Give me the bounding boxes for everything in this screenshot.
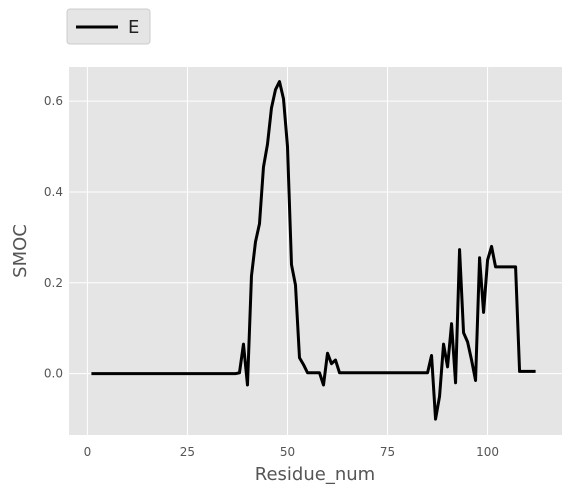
x-axis-label: Residue_num <box>255 464 375 485</box>
y-tick-label: 0.2 <box>44 276 63 290</box>
legend: E <box>66 8 151 45</box>
y-tick-label: 0.6 <box>44 94 63 108</box>
series-layer <box>91 80 536 421</box>
x-tick-labels: 0 25 50 75 100 <box>84 445 499 459</box>
x-tick-label: 100 <box>476 445 499 459</box>
x-tick-label: 75 <box>380 445 395 459</box>
legend-entry-e: E <box>128 17 139 38</box>
x-tick-label: 0 <box>84 445 92 459</box>
y-tick-labels: 0.0 0.2 0.4 0.6 <box>44 94 63 381</box>
y-tick-label: 0.0 <box>44 367 63 381</box>
y-tick-label: 0.4 <box>44 185 63 199</box>
series-line-e <box>91 80 536 421</box>
x-tick-label: 50 <box>280 445 295 459</box>
y-axis-label: SMOC <box>10 224 31 278</box>
x-tick-label: 25 <box>180 445 195 459</box>
